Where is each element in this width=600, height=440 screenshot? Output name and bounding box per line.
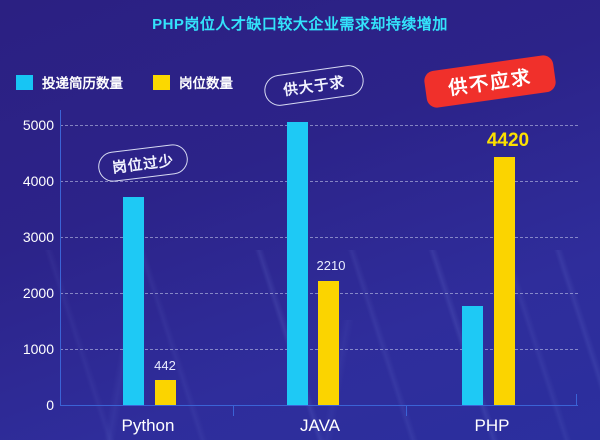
x-axis-tick-1: [233, 405, 234, 416]
legend-label-jobs: 岗位数量: [179, 76, 233, 91]
y-axis-label-4000: 4000: [22, 173, 54, 189]
gridline-3000: [60, 237, 578, 238]
bar-python-resumes[interactable]: [123, 197, 144, 405]
y-axis-label-0: 0: [46, 397, 54, 413]
chart-legend: 投递简历数量 岗位数量: [16, 72, 233, 92]
x-axis-label-python: Python: [121, 416, 175, 435]
y-axis-line: [60, 110, 61, 406]
bar-python-jobs[interactable]: [155, 380, 176, 405]
plot-area: 5000 4000 3000 2000 1000 0 442 2210 4420…: [23, 110, 578, 435]
annotation-php-badge: 供不应求: [423, 54, 557, 109]
yellow-swatch-icon: [153, 74, 170, 90]
bar-value-python-jobs: 442: [154, 358, 176, 373]
y-axis-label-2000: 2000: [22, 285, 54, 301]
bar-java-jobs[interactable]: [318, 281, 339, 405]
annotation-java: 供大于求: [262, 63, 366, 108]
y-axis-label-3000: 3000: [22, 229, 54, 245]
bar-php-resumes[interactable]: [462, 306, 483, 405]
x-axis-line: [60, 405, 578, 406]
x-axis-tick-2: [406, 405, 407, 416]
x-axis-label-php: PHP: [474, 416, 510, 435]
legend-item-jobs[interactable]: 岗位数量: [153, 72, 233, 92]
gridline-4000: [60, 181, 578, 182]
y-axis-label-1000: 1000: [22, 341, 54, 357]
y-axis-label-5000: 5000: [22, 117, 54, 133]
x-axis-label-java: JAVA: [300, 416, 340, 435]
bar-value-java-jobs: 2210: [316, 258, 346, 273]
bar-java-resumes[interactable]: [287, 122, 308, 405]
x-axis-end-cap: [576, 394, 577, 406]
bar-php-jobs[interactable]: [494, 157, 515, 405]
cyan-swatch-icon: [16, 74, 33, 90]
legend-label-resumes: 投递简历数量: [42, 76, 123, 91]
chart-title: PHP岗位人才缺口较大企业需求却持续增加: [152, 16, 448, 33]
gridline-5000: [60, 125, 578, 126]
legend-item-resumes[interactable]: 投递简历数量: [16, 72, 123, 92]
bar-value-php-jobs: 4420: [486, 130, 530, 151]
